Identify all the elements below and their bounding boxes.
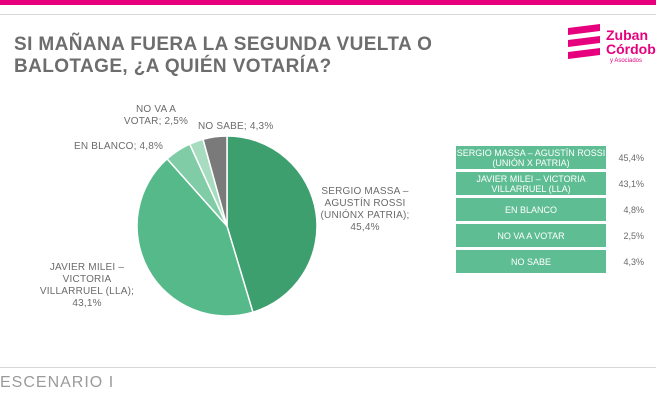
table-row: JAVIER MILEI – VICTORIA VILLARRUEL (LLA)… (456, 172, 644, 195)
slice-milei (136, 157, 254, 317)
logo: Zuban Córdoba y Asociados (566, 22, 656, 68)
top-divider (0, 14, 656, 15)
data-table: SERGIO MASSA – AGUSTÍN ROSSI (UNIÓN X PA… (456, 146, 644, 276)
table-cell-value: 45,4% (618, 152, 644, 163)
table-row: EN BLANCO 4,8% (456, 198, 644, 221)
table-cell-name: NO SABE (456, 250, 606, 273)
table-cell-value: 2,5% (623, 230, 644, 241)
table-row: NO SABE 4,3% (456, 250, 644, 273)
pie-label-no-va-a-votar: NO VA A VOTAR; 2,5% (123, 104, 189, 127)
logo-text-zuban: Zuban (606, 27, 648, 43)
bottom-divider (0, 367, 656, 368)
scenario-label: ESCENARIO I (0, 374, 115, 391)
pie-label-no-sabe: NO SABE; 4,3% (198, 121, 274, 132)
table-cell-value: 43,1% (618, 178, 644, 189)
table-cell-name: SERGIO MASSA – AGUSTÍN ROSSI (UNIÓN X PA… (456, 146, 606, 169)
logo-mark-icon (568, 24, 600, 59)
table-cell-value: 4,8% (623, 204, 644, 215)
slice-no-sabe (202, 135, 228, 227)
top-accent-bar (0, 0, 656, 5)
chart-title: SI MAÑANA FUERA LA SEGUNDA VUELTA O BALO… (14, 34, 433, 77)
pie-label-milei: JAVIER MILEI – VICTORIA VILLARRUEL (LLA)… (39, 262, 135, 309)
table-cell-value: 4,3% (623, 256, 644, 267)
logo-text-cordoba: Córdoba (606, 41, 656, 57)
table-row: SERGIO MASSA – AGUSTÍN ROSSI (UNIÓN X PA… (456, 146, 644, 169)
table-cell-name: NO VA A VOTAR (456, 224, 606, 247)
table-cell-name: JAVIER MILEI – VICTORIA VILLARRUEL (LLA) (456, 172, 606, 195)
logo-text-asociados: y Asociados (610, 58, 643, 64)
slice-massa (226, 135, 318, 314)
pie-label-en-blanco: EN BLANCO; 4,8% (74, 141, 164, 152)
table-row: NO VA A VOTAR 2,5% (456, 224, 644, 247)
table-cell-name: EN BLANCO (456, 198, 606, 221)
pie-label-massa: SERGIO MASSA – AGUSTÍN ROSSI (UNIÓNX PAT… (320, 186, 410, 233)
